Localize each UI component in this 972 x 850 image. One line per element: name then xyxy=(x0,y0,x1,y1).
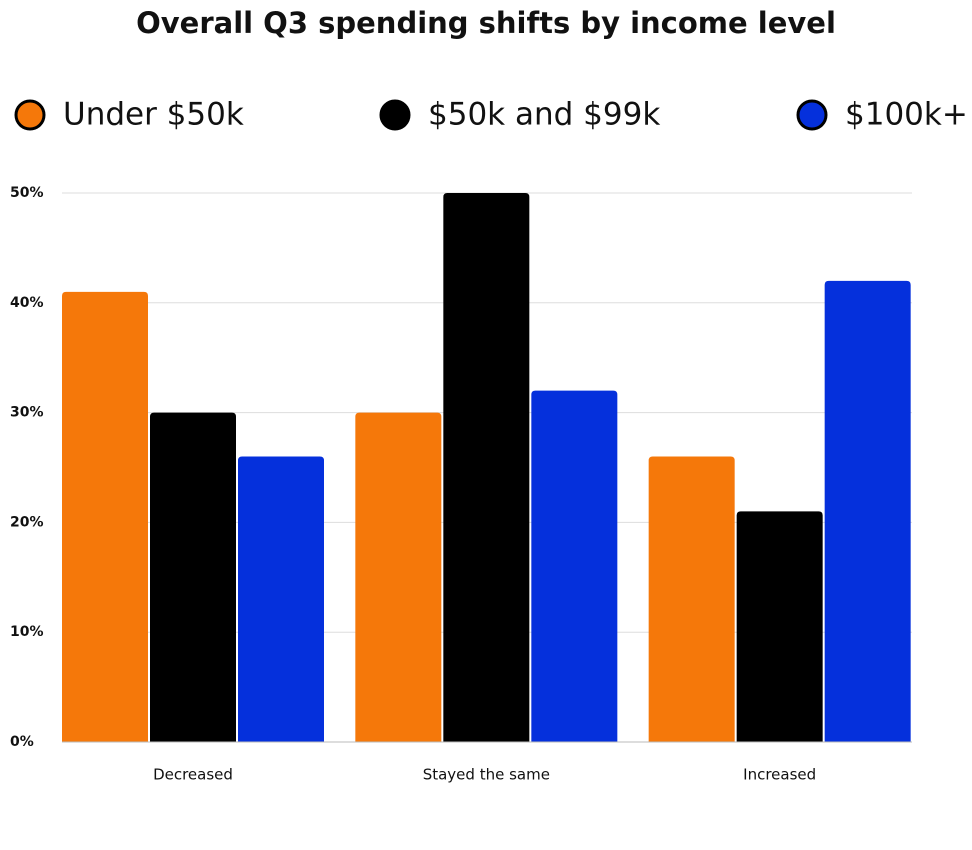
bar xyxy=(736,511,823,742)
legend-label: $100k+ xyxy=(845,97,968,133)
y-tick-label: 0% xyxy=(10,734,34,750)
bar xyxy=(238,456,324,742)
legend-marker xyxy=(379,99,411,131)
x-tick-label: Stayed the same xyxy=(423,766,550,784)
y-tick-label: 40% xyxy=(10,295,44,311)
bar xyxy=(824,280,911,742)
bar xyxy=(150,412,236,742)
bar xyxy=(355,412,442,742)
bar xyxy=(443,193,530,742)
bar xyxy=(648,456,735,742)
y-tick-label: 20% xyxy=(10,514,44,530)
y-tick-label: 10% xyxy=(10,624,44,640)
legend-label: $50k and $99k xyxy=(428,97,660,133)
x-tick-label: Decreased xyxy=(153,766,233,784)
chart-title: Overall Q3 spending shifts by income lev… xyxy=(136,6,836,40)
legend-marker xyxy=(796,99,828,131)
x-tick-label: Increased xyxy=(743,766,816,784)
bar xyxy=(62,291,148,742)
legend-label: Under $50k xyxy=(63,97,244,133)
y-tick-label: 30% xyxy=(10,405,44,421)
bar xyxy=(531,390,618,742)
legend-marker xyxy=(14,99,46,131)
y-tick-label: 50% xyxy=(10,185,44,201)
